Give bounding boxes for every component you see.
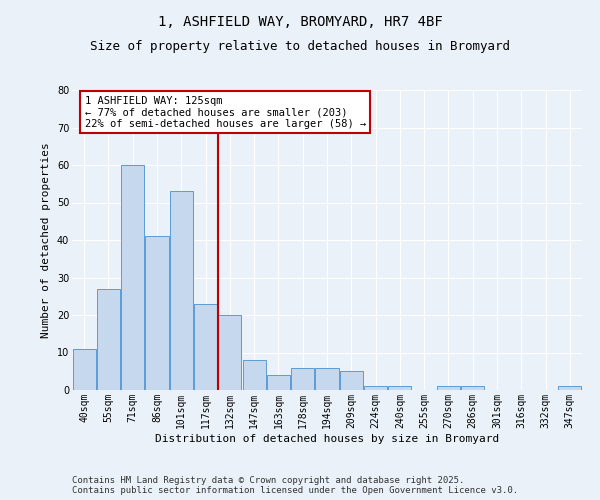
Text: 1 ASHFIELD WAY: 125sqm
← 77% of detached houses are smaller (203)
22% of semi-de: 1 ASHFIELD WAY: 125sqm ← 77% of detached… — [85, 96, 366, 129]
Text: Contains HM Land Registry data © Crown copyright and database right 2025.
Contai: Contains HM Land Registry data © Crown c… — [72, 476, 518, 495]
Bar — [388, 386, 412, 390]
Bar — [461, 386, 484, 390]
Bar — [364, 386, 387, 390]
Bar — [316, 368, 338, 390]
Bar — [121, 165, 144, 390]
Bar — [170, 191, 193, 390]
Bar — [559, 386, 581, 390]
Bar — [340, 371, 363, 390]
Bar — [97, 289, 120, 390]
Bar — [194, 304, 217, 390]
Bar — [437, 386, 460, 390]
Bar — [73, 349, 95, 390]
Bar — [145, 236, 169, 390]
Bar — [291, 368, 314, 390]
Bar — [267, 375, 290, 390]
X-axis label: Distribution of detached houses by size in Bromyard: Distribution of detached houses by size … — [155, 434, 499, 444]
Text: 1, ASHFIELD WAY, BROMYARD, HR7 4BF: 1, ASHFIELD WAY, BROMYARD, HR7 4BF — [158, 15, 442, 29]
Text: Size of property relative to detached houses in Bromyard: Size of property relative to detached ho… — [90, 40, 510, 53]
Bar — [242, 360, 266, 390]
Y-axis label: Number of detached properties: Number of detached properties — [41, 142, 51, 338]
Bar — [218, 315, 241, 390]
